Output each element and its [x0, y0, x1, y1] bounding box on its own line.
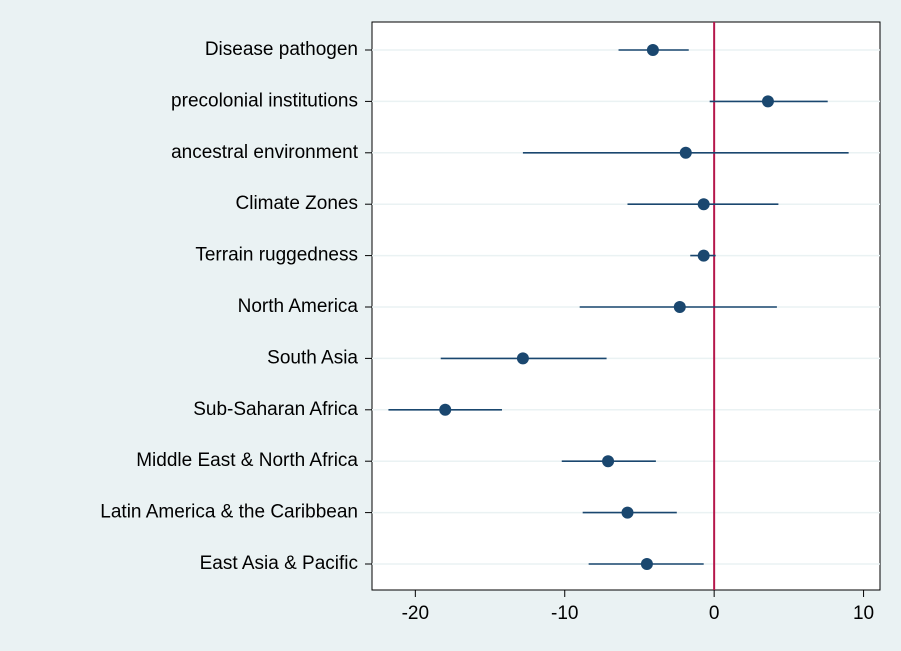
- point-estimate: [646, 44, 659, 56]
- category-label: Terrain ruggedness: [195, 245, 358, 266]
- point-estimate: [602, 455, 615, 468]
- category-label: North America: [238, 296, 359, 317]
- category-label: Latin America & the Caribbean: [100, 502, 358, 523]
- point-estimate: [640, 558, 653, 570]
- point-estimate: [697, 198, 710, 211]
- category-label: Disease pathogen: [205, 39, 358, 60]
- point-estimate: [697, 249, 710, 262]
- point-estimate: [761, 95, 774, 108]
- point-estimate: [673, 301, 686, 313]
- category-label: Sub-Saharan Africa: [193, 399, 358, 420]
- category-label: East Asia & Pacific: [200, 553, 358, 574]
- point-estimate: [439, 403, 452, 416]
- x-tick-label: 0: [709, 603, 720, 624]
- point-estimate: [679, 146, 692, 159]
- plot-area: [371, 21, 881, 591]
- x-tick-label: 10: [853, 603, 874, 624]
- category-label: precolonial institutions: [171, 90, 358, 111]
- category-label: Climate Zones: [236, 193, 359, 214]
- point-estimate: [516, 352, 529, 365]
- x-tick-label: -20: [402, 603, 429, 624]
- point-estimate: [621, 506, 634, 519]
- category-label: South Asia: [267, 347, 358, 368]
- category-label: Middle East & North Africa: [136, 450, 358, 471]
- x-tick-label: -10: [551, 603, 578, 624]
- category-label: ancestral environment: [171, 142, 359, 163]
